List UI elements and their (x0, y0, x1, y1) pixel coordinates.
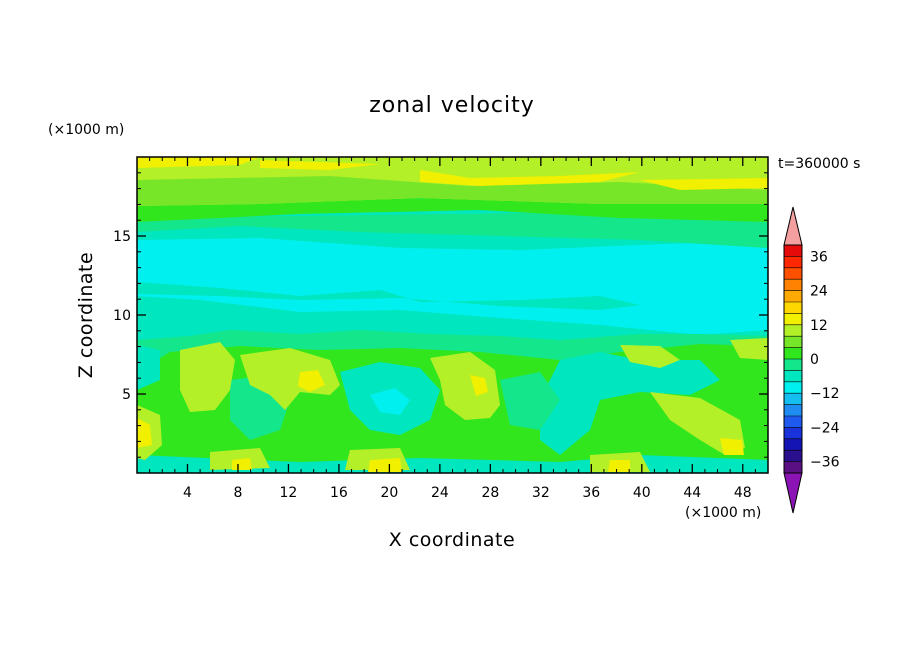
colorbar: −36 −24 −12 0 12 24 36 (783, 206, 840, 514)
field-cyan-patch-right (610, 250, 768, 300)
colorbar-swatch (784, 267, 802, 280)
colorbar-swatch (784, 347, 802, 359)
y-tick-label: 15 (113, 229, 131, 245)
colorbar-label: 24 (810, 284, 828, 300)
colorbar-swatch (784, 461, 802, 473)
x-tick-label: 20 (380, 485, 398, 501)
field-lower-cyan-5 (370, 388, 410, 415)
eddy-3 (430, 352, 500, 420)
colorbar-swatch (784, 290, 802, 302)
hotspot-5 (608, 460, 630, 472)
eddy-6 (620, 345, 680, 368)
chart-title: zonal velocity (369, 93, 535, 118)
velocity-field (137, 157, 768, 473)
colorbar-label: −12 (810, 386, 840, 402)
x-axis-label: X coordinate (389, 529, 515, 551)
field-top-yellow-band-4 (260, 160, 380, 170)
colorbar-swatch (784, 427, 802, 439)
x-tick-label: 36 (582, 485, 600, 501)
colorbar-label: −36 (810, 455, 840, 471)
hotspot-7 (720, 438, 744, 455)
colorbar-swatch (784, 302, 802, 314)
x-tick-label: 40 (633, 485, 651, 501)
y-axis-ticks: 5 10 15 (113, 172, 768, 458)
colorbar-swatch (784, 313, 802, 325)
colorbar-swatch (784, 381, 802, 394)
colorbar-swatch (784, 393, 802, 405)
colorbar-swatch (784, 416, 802, 428)
x-tick-label: 8 (233, 485, 242, 501)
colorbar-swatch (784, 370, 802, 382)
field-top-yellow-band-2 (420, 170, 640, 186)
y-unit-label: (×1000 m) (48, 122, 124, 138)
colorbar-swatch (784, 324, 802, 337)
field-lower-cyan-8 (500, 372, 560, 430)
hotspot-3 (470, 375, 488, 396)
x-tick-label: 28 (481, 485, 499, 501)
colorbar-label: 36 (810, 249, 828, 265)
colorbar-swatch (784, 279, 802, 291)
hotspot-2 (298, 370, 325, 392)
eddy-8 (210, 448, 270, 470)
colorbar-label: −24 (810, 420, 840, 436)
eddy-2 (240, 348, 340, 410)
eddy-7 (730, 338, 768, 360)
field-top-lightgreen (137, 176, 768, 206)
hotspot-6 (232, 458, 252, 470)
x-tick-label: 44 (683, 485, 701, 501)
colorbar-label: 0 (810, 352, 819, 368)
field-top-yellow-band-3 (640, 178, 768, 190)
field-lower-cyan-1 (137, 330, 768, 372)
colorbar-swatch (784, 359, 802, 371)
colorbar-over-triangle (783, 206, 803, 246)
x-tick-label: 24 (431, 485, 449, 501)
colorbar-swatch (784, 450, 802, 462)
hotspot-4 (368, 458, 402, 472)
y-axis-label: Z coordinate (75, 252, 97, 378)
field-teal-patch (137, 282, 640, 310)
colorbar-swatch (784, 438, 802, 451)
x-tick-label: 16 (330, 485, 348, 501)
field-transition-green (137, 210, 768, 248)
field-lower-cyan-2 (540, 352, 720, 455)
field-top-yellow-band-1 (137, 157, 260, 168)
colorbar-swatch (784, 256, 802, 268)
x-axis-ticks: 4 8 12 16 20 24 28 32 36 40 44 48 (149, 157, 756, 501)
y-tick-label: 10 (113, 308, 131, 324)
colorbar-label: 12 (810, 318, 828, 334)
colorbar-under-triangle (783, 472, 803, 514)
colorbar-swatch (784, 245, 802, 257)
x-unit-label: (×1000 m) (685, 505, 761, 521)
colorbar-swatch (784, 336, 802, 348)
x-tick-label: 32 (532, 485, 550, 501)
x-tick-label: 48 (734, 485, 752, 501)
x-tick-label: 12 (280, 485, 298, 501)
field-lower-cyan-4 (137, 345, 160, 390)
time-label: t=360000 s (778, 156, 860, 172)
colorbar-swatch (784, 404, 802, 416)
field-cyan-band (137, 238, 768, 335)
y-tick-label: 5 (122, 387, 131, 403)
eddy-1 (180, 342, 235, 412)
x-tick-label: 4 (183, 485, 192, 501)
